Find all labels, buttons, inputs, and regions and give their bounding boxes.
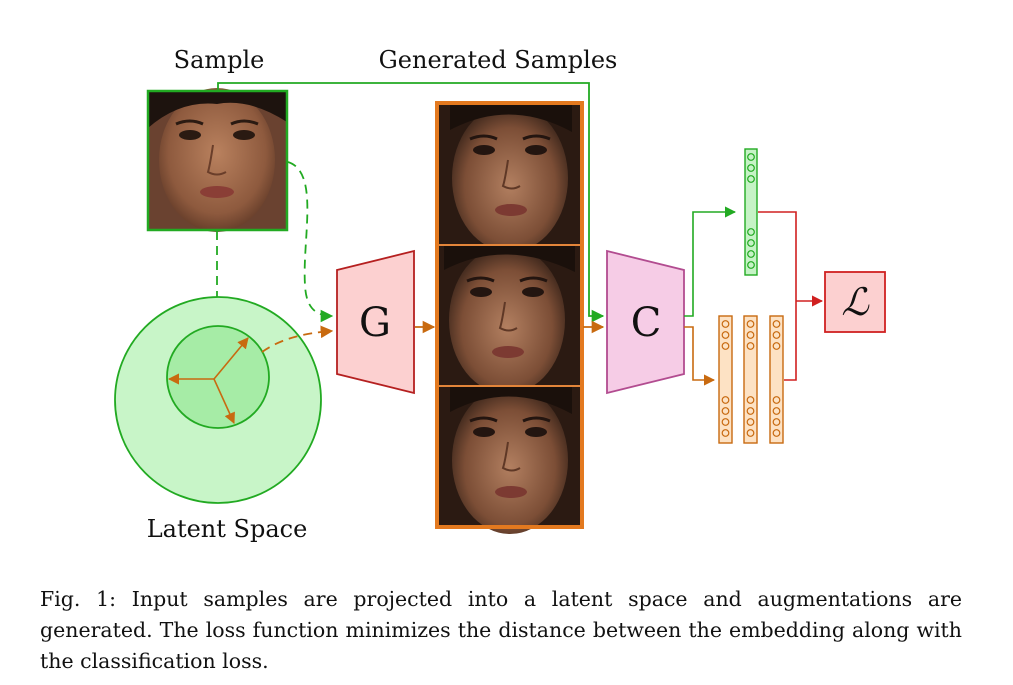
generated-face-3 (438, 386, 581, 534)
sample-to-generator-dashed-arrow (287, 161, 334, 323)
augmentation-arrows (167, 337, 249, 425)
generated-samples-stack (435, 101, 584, 534)
latent-space-label: Latent Space (147, 515, 308, 543)
loss-label: ℒ (841, 280, 870, 324)
classifier-to-orange-embedding-arrow (684, 326, 716, 386)
generated-face-2 (438, 246, 581, 394)
generated-embedding-vector (769, 315, 784, 444)
generated-embedding-vectors (718, 315, 784, 444)
loss-box (824, 271, 886, 333)
generated-samples-label: Generated Samples (379, 46, 618, 74)
classifier-block (606, 249, 685, 395)
generated-embedding-vector (718, 315, 733, 444)
classifier-label: C (631, 300, 662, 346)
sample-image (146, 88, 289, 232)
pipeline-diagram: Sample Generated Samples Latent Space G (114, 46, 886, 543)
orange-embeddings-to-loss-line (784, 301, 797, 381)
generator-block (336, 249, 415, 395)
latent-to-generator-dashed-arrow (261, 325, 334, 353)
generated-face-1 (438, 104, 581, 252)
classifier-to-green-embedding-arrow (684, 206, 737, 317)
latent-space-inner-circle (166, 325, 270, 429)
sample-label: Sample (174, 46, 265, 74)
sample-embedding-vector (744, 148, 758, 276)
generator-label: G (359, 300, 391, 346)
green-embedding-to-loss-line (758, 211, 797, 301)
generated-embedding-vector (743, 315, 758, 444)
sample-to-classifier-arrow (217, 82, 605, 323)
figure-caption: Fig. 1: Input samples are projected into… (40, 587, 962, 673)
